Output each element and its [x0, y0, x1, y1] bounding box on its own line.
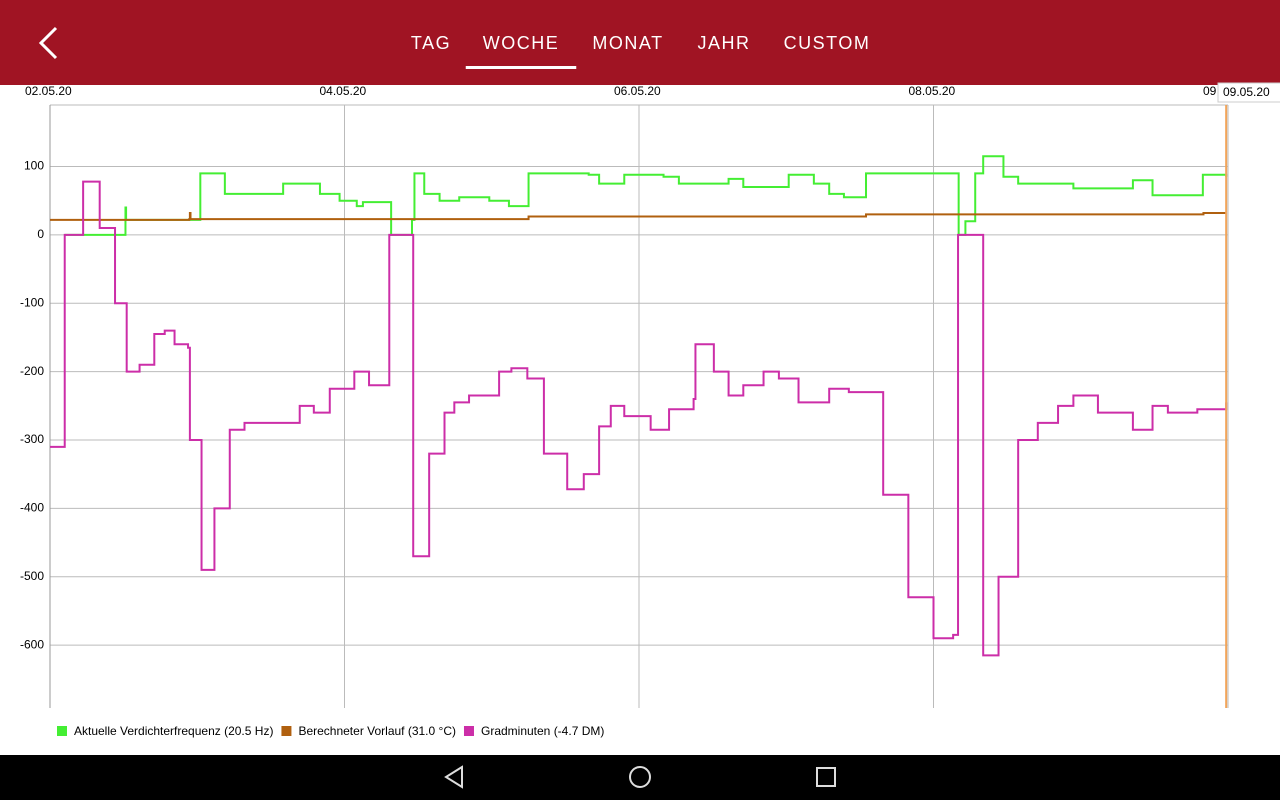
legend-label: Aktuelle Verdichterfrequenz (20.5 Hz) — [74, 724, 273, 738]
series-line — [50, 180, 1228, 657]
tab[interactable]: WOCHE — [483, 33, 560, 53]
x-tick-label: 08.05.20 — [909, 84, 956, 98]
legend-swatch — [463, 726, 474, 736]
x-tick-label: 06.05.20 — [614, 84, 661, 98]
app-bar — [0, 0, 1280, 85]
tab[interactable]: MONAT — [592, 33, 663, 53]
x-tick-label: 04.05.20 — [320, 84, 367, 98]
tab[interactable]: CUSTOM — [784, 33, 871, 53]
nav-recent[interactable] — [816, 767, 836, 787]
legend-label: Berechneter Vorlauf (31.0 °C) — [298, 724, 456, 738]
series-line — [64, 155, 1228, 236]
y-tick-label: -200 — [20, 364, 44, 378]
nav-bar — [0, 755, 1280, 800]
tab[interactable]: JAHR — [697, 33, 750, 53]
series-line — [50, 212, 1227, 221]
legend-swatch — [281, 726, 292, 736]
y-tick-label: 0 — [37, 227, 44, 241]
y-tick-label: -600 — [20, 637, 44, 651]
cursor-label: 09.05.20 — [1223, 85, 1270, 99]
y-tick-label: -100 — [20, 295, 44, 309]
tab[interactable]: TAG — [411, 33, 451, 53]
x-tick-label: 02.05.20 — [25, 84, 72, 98]
back-button[interactable] — [38, 26, 58, 60]
nav-home[interactable] — [629, 766, 651, 788]
tab-bar: TAG WOCHE MONAT JAHR CUSTOM — [411, 33, 871, 69]
legend-label: Gradminuten (-4.7 DM) — [481, 724, 604, 738]
y-tick-label: -400 — [20, 501, 44, 515]
cursor-box — [1217, 82, 1280, 103]
y-tick-label: -500 — [20, 569, 44, 583]
y-tick-label: -300 — [20, 432, 44, 446]
nav-back[interactable] — [444, 765, 463, 789]
x-tick-label: 09 — [1203, 84, 1217, 98]
legend-swatch — [57, 726, 67, 736]
chart: 100 0 -100 -200 -300 -400 -500 -600 02.05.20 04.0… — [20, 82, 1280, 738]
tab-indicator — [465, 66, 577, 69]
y-tick-label: 100 — [24, 159, 44, 173]
